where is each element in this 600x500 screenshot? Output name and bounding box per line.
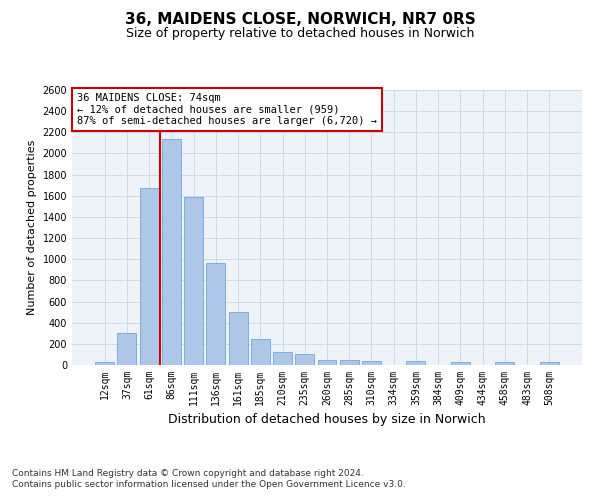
- Bar: [451, 362, 470, 365]
- Y-axis label: Number of detached properties: Number of detached properties: [27, 140, 37, 315]
- Bar: [317, 360, 337, 365]
- Bar: [251, 338, 270, 365]
- X-axis label: Distribution of detached houses by size in Norwich: Distribution of detached houses by size …: [168, 414, 486, 426]
- Bar: [206, 264, 225, 365]
- Text: Contains HM Land Registry data © Crown copyright and database right 2024.: Contains HM Land Registry data © Crown c…: [12, 468, 364, 477]
- Bar: [362, 362, 381, 365]
- Text: 36, MAIDENS CLOSE, NORWICH, NR7 0RS: 36, MAIDENS CLOSE, NORWICH, NR7 0RS: [125, 12, 475, 28]
- Bar: [340, 360, 359, 365]
- Bar: [295, 354, 314, 365]
- Bar: [184, 197, 203, 365]
- Bar: [162, 138, 181, 365]
- Text: 36 MAIDENS CLOSE: 74sqm
← 12% of detached houses are smaller (959)
87% of semi-d: 36 MAIDENS CLOSE: 74sqm ← 12% of detache…: [77, 93, 377, 126]
- Bar: [229, 312, 248, 365]
- Bar: [406, 362, 425, 365]
- Bar: [140, 188, 158, 365]
- Text: Size of property relative to detached houses in Norwich: Size of property relative to detached ho…: [126, 28, 474, 40]
- Text: Contains public sector information licensed under the Open Government Licence v3: Contains public sector information licen…: [12, 480, 406, 489]
- Bar: [118, 334, 136, 365]
- Bar: [496, 362, 514, 365]
- Bar: [273, 352, 292, 365]
- Bar: [540, 362, 559, 365]
- Bar: [95, 362, 114, 365]
